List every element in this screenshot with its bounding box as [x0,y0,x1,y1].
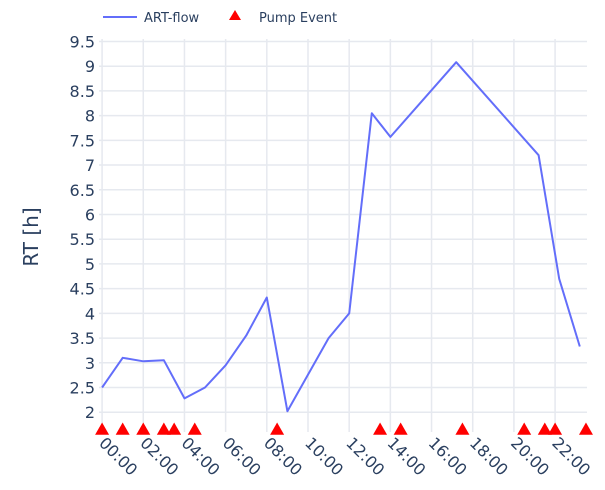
pump-event-marker [136,422,151,435]
pump-event-marker [578,422,593,435]
y-tick-label: 8.5 [70,82,95,101]
pump-event-marker [393,422,408,435]
y-tick-label: 3.5 [70,329,95,348]
pump-event-marker [455,422,470,435]
x-tick-label: 22:00 [548,433,594,479]
x-axis-ticks: 00:0002:0004:0006:0008:0010:0012:0014:00… [95,433,594,479]
y-tick-label: 9.5 [70,32,95,51]
y-tick-label: 7.5 [70,131,95,150]
x-tick-label: 08:00 [260,433,306,479]
y-tick-label: 5 [85,255,95,274]
legend[interactable]: ART-flow Pump Event [103,10,337,26]
pump-event-marker [548,422,563,435]
x-tick-label: 18:00 [466,433,512,479]
x-tick-label: 00:00 [95,433,141,479]
pump-event-marker [187,422,202,435]
pump-event-marker [373,422,388,435]
x-tick-label: 02:00 [136,433,182,479]
legend-triangle-swatch [229,10,241,20]
x-tick-label: 04:00 [178,433,224,479]
y-axis-title: RT [h] [19,207,43,266]
x-tick-label: 20:00 [507,433,553,479]
y-tick-label: 3 [85,354,95,373]
x-tick-label: 06:00 [219,433,265,479]
legend-label-pump-event: Pump Event [259,11,337,26]
y-axis-ticks: 2 2.5 3 3.5 4 4.5 5 5.5 6 6.5 7 7.5 8 8.5 9 9.5 [70,32,95,422]
y-tick-label: 6.5 [70,181,95,200]
pump-event-marker [115,422,130,435]
pump-event-marker [517,422,532,435]
series-layer [101,61,581,413]
y-tick-label: 4.5 [70,280,95,299]
x-tick-label: 10:00 [301,433,347,479]
x-tick-label: 14:00 [384,433,430,479]
y-tick-label: 4 [85,304,95,323]
y-tick-label: 6 [85,205,95,224]
y-tick-label: 8 [85,107,95,126]
marker-layer [95,422,593,435]
grid-layer [99,39,587,432]
y-tick-label: 9 [85,57,95,76]
y-tick-label: 2 [85,403,95,422]
y-tick-label: 5.5 [70,230,95,249]
series-line-art-flow [101,61,581,413]
x-tick-label: 16:00 [425,433,471,479]
y-tick-label: 7 [85,156,95,175]
x-tick-label: 12:00 [342,433,388,479]
y-tick-label: 2.5 [70,379,95,398]
pump-event-marker [95,422,110,435]
pump-event-marker [167,422,182,435]
pump-event-marker [537,422,552,435]
pump-event-marker [270,422,285,435]
pump-event-marker [156,422,171,435]
legend-label-art-flow: ART-flow [144,11,200,26]
